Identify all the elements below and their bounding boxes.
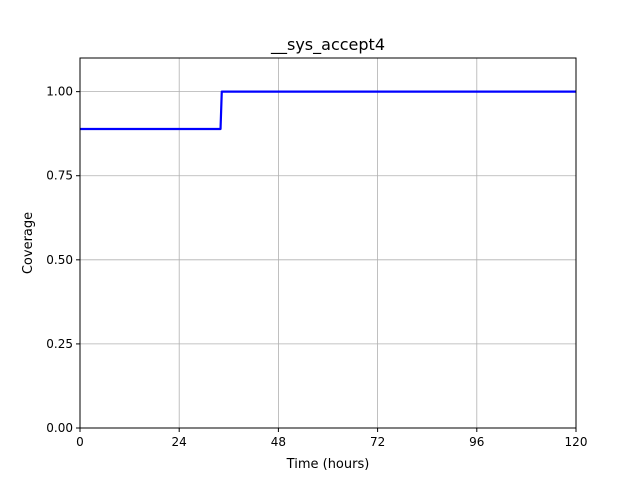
x-tick-label: 72	[370, 435, 385, 449]
x-tick-label: 48	[271, 435, 286, 449]
y-tick-label: 0.75	[46, 169, 73, 183]
y-axis-label: Coverage	[21, 212, 36, 274]
series-layer	[80, 90, 576, 131]
y-tick-label: 0.25	[46, 337, 73, 351]
x-tick-label: 0	[76, 435, 84, 449]
x-tick-label: 96	[469, 435, 484, 449]
x-tick-label: 24	[172, 435, 187, 449]
x-tick-label: 120	[565, 435, 588, 449]
y-tick-label: 0.50	[46, 253, 73, 267]
chart-title: __sys_accept4	[270, 35, 385, 55]
y-tick-label: 0.00	[46, 421, 73, 435]
plot-frame	[79, 57, 577, 429]
y-tick-label: 1.00	[46, 85, 73, 99]
x-axis-label: Time (hours)	[286, 457, 370, 472]
coverage-series-line	[80, 90, 576, 131]
ticks: 0 24 48 72 96 120 0.00 0.25 0.50 0.75 1.00	[46, 85, 587, 449]
